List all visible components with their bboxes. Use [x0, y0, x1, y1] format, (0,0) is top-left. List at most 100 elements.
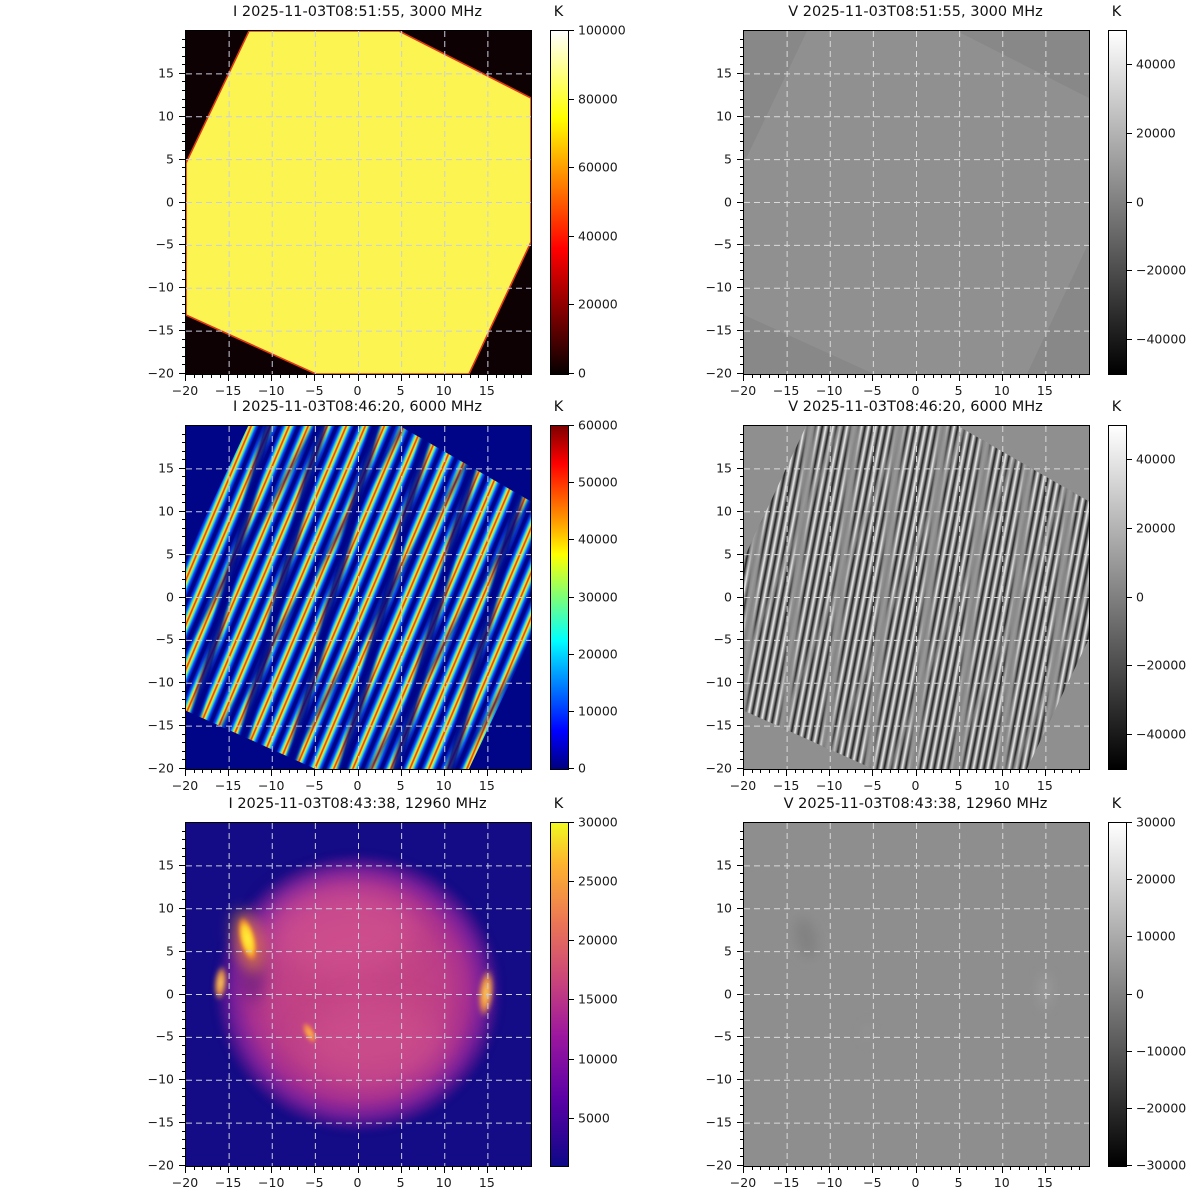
y-tick-mark — [739, 570, 743, 572]
y-tick-label: −15 — [147, 717, 174, 733]
x-tick-label: 15 — [1036, 1175, 1053, 1190]
colorbar-tick-mark — [569, 653, 574, 655]
y-tick-mark — [739, 1019, 743, 1021]
y-tick-mark — [739, 493, 743, 495]
x-tick-mark — [305, 769, 307, 773]
x-tick-mark — [932, 1166, 934, 1170]
colorbar-tick-label: 40000 — [578, 228, 618, 244]
x-tick-mark — [967, 1166, 969, 1170]
colorbar-tick-label: 20000 — [1136, 125, 1176, 141]
x-tick-mark — [426, 374, 428, 378]
y-tick-mark — [739, 1027, 743, 1029]
x-tick-mark — [794, 1166, 796, 1170]
y-tick-mark — [739, 364, 743, 366]
y-tick-label: −10 — [147, 1071, 174, 1087]
x-tick-mark — [314, 1166, 316, 1173]
y-tick-mark — [739, 124, 743, 126]
y-tick-mark — [178, 1036, 185, 1038]
x-axis: −20 −15 −10 −5 0 5 10 15 — [730, 1166, 1088, 1198]
y-tick-mark — [739, 899, 743, 901]
x-tick-mark — [898, 769, 900, 773]
y-tick-mark — [739, 847, 743, 849]
colorbar-tick-label: 10000 — [578, 1051, 618, 1067]
y-tick-mark — [739, 295, 743, 297]
colorbar-unit-label: K — [553, 399, 564, 415]
y-tick-mark — [739, 355, 743, 357]
colorbar-tick-label: −40000 — [1136, 726, 1187, 742]
y-tick-mark — [736, 682, 743, 684]
y-tick-mark — [739, 742, 743, 744]
colorbar-tick-label: 15000 — [578, 991, 618, 1007]
panel-title: I 2025-11-03T08:51:55, 3000 MHz — [233, 4, 482, 20]
y-tick-mark — [739, 976, 743, 978]
y-tick-label: −10 — [705, 279, 732, 295]
y-tick-mark — [739, 579, 743, 581]
y-tick-mark — [739, 252, 743, 254]
y-tick-mark — [739, 476, 743, 478]
x-tick-mark — [340, 374, 342, 378]
y-tick-mark — [181, 899, 185, 901]
y-tick-mark — [739, 759, 743, 761]
x-tick-mark — [348, 374, 350, 378]
x-axis: −20 −15 −10 −5 0 5 10 15 — [172, 1166, 530, 1198]
y-axis: −20 −15 −10 −5 0 5 10 15 — [681, 822, 743, 1173]
colorbar-jet — [550, 425, 569, 770]
y-tick-mark — [181, 150, 185, 152]
x-tick-mark — [1070, 1166, 1072, 1170]
x-tick-mark — [751, 769, 753, 773]
y-tick-mark — [739, 665, 743, 667]
y-tick-mark — [739, 1062, 743, 1064]
x-tick-mark — [288, 769, 290, 773]
x-tick-label: −5 — [305, 778, 324, 793]
sky-background — [186, 823, 531, 1166]
y-tick-mark — [739, 450, 743, 452]
x-tick-mark — [452, 374, 454, 378]
y-tick-mark — [739, 1010, 743, 1012]
y-tick-mark — [736, 993, 743, 995]
x-tick-mark — [245, 769, 247, 773]
x-tick-label: −15 — [214, 778, 242, 793]
y-tick-label: 5 — [724, 943, 732, 959]
x-tick-label: −20 — [171, 383, 199, 398]
x-tick-mark — [323, 769, 324, 773]
y-tick-mark — [178, 1079, 185, 1081]
y-tick-mark — [736, 287, 743, 289]
x-tick-mark — [1053, 374, 1055, 378]
y-tick-mark — [181, 235, 185, 237]
x-tick-mark — [219, 769, 221, 773]
y-tick-mark — [181, 459, 185, 461]
colorbar-axis: 0 20000 40000 60000 80000 100000 — [550, 23, 660, 381]
x-tick-mark — [1044, 1166, 1046, 1173]
y-tick-mark — [739, 150, 743, 152]
fov-polygon-faint — [744, 31, 1089, 374]
y-tick-mark — [181, 433, 185, 435]
x-tick-mark — [486, 769, 488, 776]
image-area — [185, 425, 532, 770]
x-tick-mark — [846, 374, 848, 378]
y-tick-mark — [181, 630, 185, 632]
y-axis: −20 −15 −10 −5 0 5 10 15 — [681, 425, 743, 776]
y-tick-mark — [736, 553, 743, 555]
interference-fringes — [186, 426, 531, 769]
y-axis: −20 −15 −10 −5 0 5 10 15 — [123, 425, 185, 776]
y-tick-mark — [739, 278, 743, 280]
x-tick-mark — [348, 769, 350, 773]
y-tick-mark — [739, 873, 743, 875]
colorbar-tick-label: 40000 — [578, 531, 618, 547]
y-tick-mark — [739, 613, 743, 615]
x-tick-mark — [1010, 374, 1012, 378]
x-tick-label: −10 — [816, 778, 843, 793]
x-tick-mark — [374, 374, 376, 378]
panel-stokes-i-6000mhz: I 2025-11-03T08:46:20, 6000 MHz K −20 −15… — [148, 399, 618, 793]
colorbar-tick-mark — [569, 596, 574, 598]
x-tick-mark — [486, 1166, 488, 1173]
colorbar-tick-mark — [1127, 665, 1132, 667]
colorbar-tick-label: 20000 — [1136, 871, 1176, 887]
x-tick-mark — [1001, 769, 1003, 776]
x-tick-mark — [392, 769, 393, 773]
colorbar-tick-label: 30000 — [578, 814, 618, 830]
y-tick-mark — [181, 64, 185, 66]
y-tick-mark — [181, 476, 185, 478]
x-tick-mark — [915, 769, 917, 776]
